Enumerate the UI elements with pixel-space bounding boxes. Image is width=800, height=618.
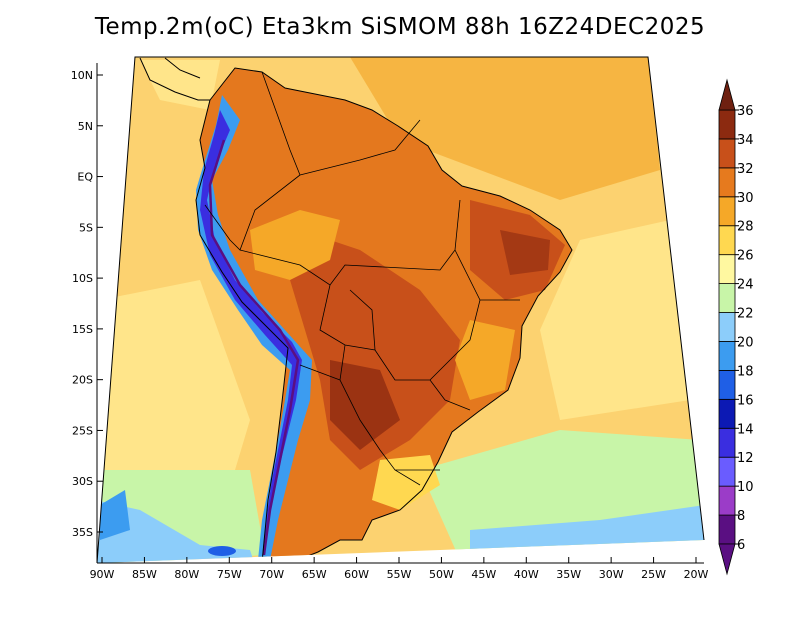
colorbar-bin [718,283,736,313]
colorbar-bin [718,341,736,371]
lon-tick-label: 40W [514,568,539,581]
land-mild-south-brazil [372,455,440,510]
lon-tick-label: 30W [599,568,624,581]
colorbar-label: 22 [737,307,754,322]
colorbar-label: 24 [737,278,754,293]
colorbar-label: 8 [737,509,745,524]
country-borders [204,71,520,486]
colorbar-bin [718,225,736,256]
ocean-pacific-north-mild [140,60,220,110]
central-america-coast [139,57,210,101]
colorbar-over-triangle [718,78,736,111]
colorbar-label: 14 [737,422,754,437]
latitude-axis: 10N 5N EQ 5S 10S 15S 20S 25S 30S 35S [71,69,103,539]
colorbar-bin [718,369,736,400]
colorbar-label: 36 [737,104,754,119]
temperature-field [97,57,704,563]
colorbar-bin [718,196,736,227]
map-frame [96,56,705,564]
lon-tick-label: 75W [217,568,242,581]
andes-coldest-line [208,139,300,556]
lat-tick-label: 30S [72,475,93,488]
colorbar-label: 12 [737,451,754,466]
colorbar-bin [718,138,736,169]
ocean-north-atlantic-warm [350,57,660,200]
colorbar-bin [718,427,736,458]
colorbar: 6 8 10 12 14 16 18 20 22 24 26 28 30 32 34 36 [718,78,754,576]
colorbar-label: 18 [737,364,754,379]
colorbar-label: 28 [737,220,754,235]
lat-tick-label: 35S [72,526,93,539]
ocean-pacific-mild [100,280,250,520]
lon-tick-label: 50W [429,568,454,581]
colorbar-bin [718,456,736,487]
colorbar-label: 26 [737,249,754,264]
longitude-axis: 90W 85W 80W 75W 70W 65W 60W 55W 50W 45W 40W 35W 30W 2… [90,557,709,581]
lon-tick-label: 20W [684,568,709,581]
colorbar-bin [718,514,736,545]
colorbar-label: 30 [737,191,754,206]
lon-tick-label: 25W [641,568,666,581]
lat-tick-label: 5N [78,120,93,133]
lon-tick-label: 65W [302,568,327,581]
lon-tick-label: 85W [132,568,157,581]
colorbar-label: 34 [737,133,754,148]
lat-tick-label: EQ [77,171,93,184]
lat-tick-label: 20S [72,374,93,387]
lon-tick-label: 45W [471,568,496,581]
land-warm-amazon [250,210,340,280]
lat-tick-label: 25S [72,424,93,437]
colorbar-bin [718,312,736,342]
colorbar-under-triangle [718,543,736,576]
ocean-cold-spot-pacific [100,490,130,540]
lon-tick-label: 55W [387,568,412,581]
colorbar-label: 10 [737,480,754,495]
lat-tick-label: 5S [79,221,93,234]
land-hottest-paraguay [330,360,400,450]
ocean-atlantic-mild [540,220,690,420]
lon-tick-label: 90W [90,568,115,581]
colorbar-bin [718,109,736,140]
colorbar-label: 32 [737,162,754,177]
land-hottest-northeast [500,230,550,275]
ocean-cold-spot-chile [208,546,236,556]
colorbar-bin [718,254,736,285]
colorbar-label: 20 [737,335,754,350]
colorbar-bin [718,485,736,516]
lon-tick-label: 70W [259,568,284,581]
lat-tick-label: 15S [72,323,93,336]
lat-tick-label: 10N [71,69,93,82]
coastline [195,67,573,563]
colorbar-bin [718,398,736,429]
map-title: Temp.2m(oC) Eta3km SiSMOM 88h 16Z24DEC20… [94,14,706,40]
colorbar-label: 16 [737,393,754,408]
lon-tick-label: 60W [344,568,369,581]
lat-tick-label: 10S [72,272,93,285]
colorbar-label: 6 [737,538,745,553]
colorbar-bin [718,167,736,198]
lon-tick-label: 35W [556,568,581,581]
lon-tick-label: 80W [174,568,199,581]
